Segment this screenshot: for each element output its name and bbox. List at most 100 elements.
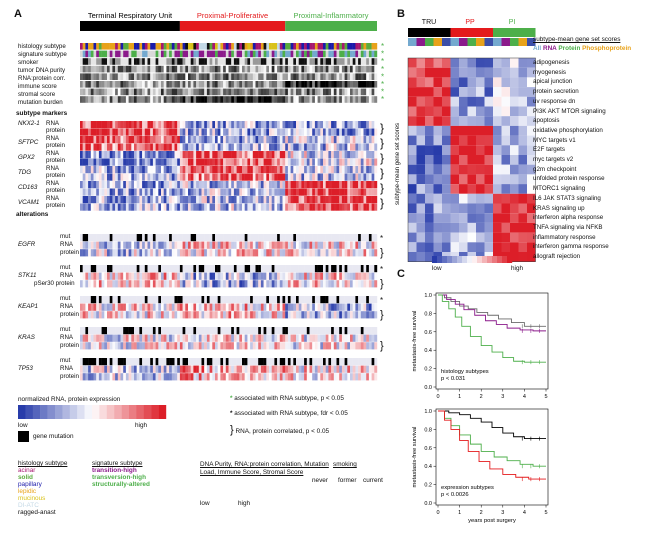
expr-cell	[150, 280, 154, 288]
expr-cell	[258, 136, 262, 144]
expr-cell	[258, 128, 262, 136]
expr-cell	[85, 373, 89, 381]
histology-cell	[352, 43, 356, 50]
score-cell	[301, 73, 305, 80]
expr-cell	[169, 181, 172, 189]
expr-cell	[325, 280, 329, 288]
signature-cell	[150, 50, 154, 58]
expr-cell	[314, 272, 318, 280]
expr-legend-swatch	[55, 405, 63, 419]
expr-cell	[120, 365, 124, 373]
expr-cell	[125, 128, 129, 136]
smoker-cell	[301, 58, 305, 65]
expr-cell	[115, 166, 118, 174]
score-cell	[198, 88, 202, 96]
expr-cell	[179, 188, 183, 196]
expr-cell	[225, 143, 229, 151]
expr-cell	[260, 173, 264, 181]
expr-cell	[85, 136, 89, 144]
expr-cell	[274, 311, 278, 319]
expr-cell	[352, 249, 356, 257]
score-cell	[163, 88, 167, 96]
expr-cell	[107, 303, 110, 311]
smoker-cell	[279, 58, 283, 65]
signature-cell	[269, 50, 272, 58]
purity-low: low	[200, 500, 210, 507]
gene-set-cell	[459, 174, 468, 185]
mutation-cell	[296, 234, 299, 242]
expr-cell	[177, 203, 181, 211]
expr-cell	[293, 373, 297, 381]
mutation-cell	[163, 265, 167, 273]
expr-cell	[325, 143, 329, 151]
score-cell	[282, 65, 286, 73]
expr-cell	[120, 334, 124, 342]
expr-cell	[158, 158, 162, 166]
mutation-cell	[352, 234, 356, 242]
expr-cell	[198, 203, 202, 211]
expr-cell	[355, 151, 359, 159]
expr-cell	[223, 158, 226, 166]
signature-cell	[179, 50, 183, 58]
expr-cell	[82, 203, 86, 211]
expr-cell	[128, 241, 132, 249]
smoker-cell	[179, 58, 183, 65]
expr-cell	[93, 311, 97, 319]
expr-cell	[88, 303, 91, 311]
expr-cell	[306, 203, 310, 211]
mutation-cell	[112, 296, 116, 304]
mutation-cell	[368, 296, 372, 304]
mutation-cell	[155, 234, 159, 242]
score-cell	[285, 73, 289, 80]
histology-cell	[128, 43, 132, 50]
expr-cell	[339, 151, 343, 159]
gene-set-cell	[467, 87, 476, 97]
expr-cell	[117, 128, 121, 136]
expr-cell	[371, 136, 375, 144]
expr-cell	[179, 151, 183, 159]
expr-cell	[201, 143, 205, 151]
expr-cell	[90, 311, 94, 319]
gene-set-cell	[493, 184, 502, 194]
mutation-cell	[90, 296, 94, 304]
score-cell	[109, 88, 113, 96]
row-label: RNA	[46, 165, 60, 172]
expr-cell	[236, 311, 240, 319]
mutation-cell	[166, 234, 170, 242]
score-cell	[287, 96, 291, 103]
score-cell	[225, 88, 229, 96]
smoker-cell	[117, 58, 121, 65]
mutation-cell	[350, 234, 353, 242]
score-cell	[363, 73, 367, 80]
gene-set-cell	[484, 232, 493, 243]
expr-cell	[309, 136, 313, 144]
expr-cell	[206, 181, 210, 189]
expr-cell	[212, 249, 216, 257]
gene-set-cell	[467, 106, 476, 117]
expr-cell	[190, 158, 194, 166]
expr-cell	[112, 158, 116, 166]
score-cell	[147, 81, 151, 88]
expr-cell	[374, 241, 378, 249]
expr-cell	[131, 196, 135, 204]
expr-cell	[152, 334, 156, 342]
score-cell	[336, 73, 340, 80]
score-cell	[107, 81, 110, 88]
gene-set-cell	[442, 116, 451, 126]
score-cell	[120, 88, 124, 96]
expr-cell	[320, 303, 324, 311]
expr-cell	[161, 128, 164, 136]
mutation-cell	[125, 265, 129, 273]
expr-cell	[104, 241, 108, 249]
smoker-cell	[298, 58, 302, 65]
expr-cell	[255, 143, 259, 151]
expr-cell	[212, 342, 216, 350]
expr-cell	[239, 143, 243, 151]
expr-cell	[233, 303, 237, 311]
expr-cell	[123, 173, 127, 181]
expr-cell	[336, 311, 340, 319]
signature-cell	[109, 50, 113, 58]
gene-set-cell	[484, 164, 493, 175]
expr-cell	[309, 280, 313, 288]
expr-cell	[107, 136, 110, 144]
